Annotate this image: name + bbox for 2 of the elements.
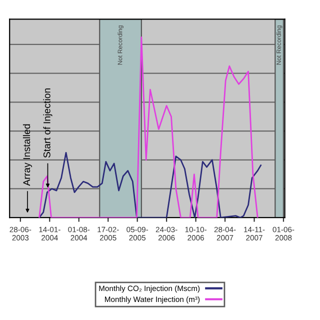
annotation: Array Installed xyxy=(22,124,32,186)
annotation: Start of Injection xyxy=(43,88,52,158)
